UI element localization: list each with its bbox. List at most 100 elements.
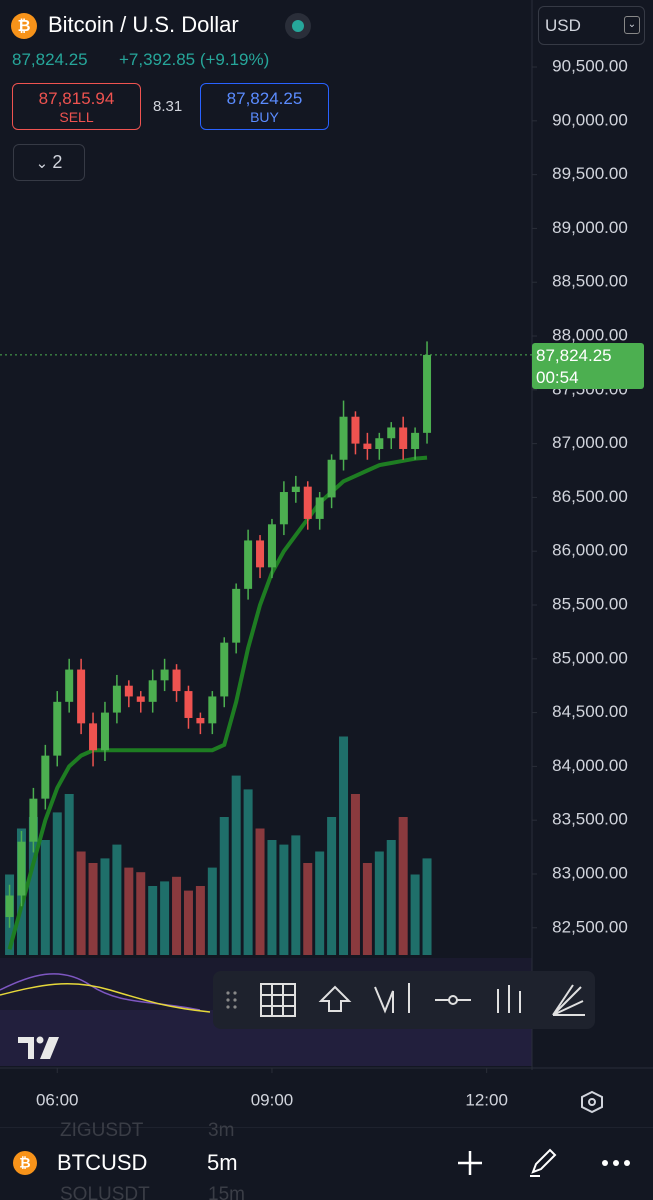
volume-bar bbox=[398, 817, 408, 955]
volume-bar bbox=[76, 851, 86, 955]
candle-body bbox=[160, 669, 169, 681]
volume-bar bbox=[327, 817, 337, 955]
candle-body bbox=[411, 432, 420, 449]
indicators-toggle[interactable]: ⌄ 2 bbox=[13, 144, 85, 181]
sell-label: SELL bbox=[59, 109, 94, 125]
y-tick-label: 83,000.00 bbox=[552, 863, 628, 882]
volume-bar bbox=[386, 840, 396, 955]
arrow-tool[interactable] bbox=[318, 985, 352, 1012]
volume-bar bbox=[172, 876, 182, 955]
bitcoin-icon: ₿ bbox=[11, 13, 37, 39]
volume-bar bbox=[100, 858, 110, 955]
svg-text:₿: ₿ bbox=[19, 1155, 30, 1171]
trailing-stop-line bbox=[7, 455, 428, 950]
y-tick-label: 83,500.00 bbox=[552, 810, 628, 829]
candle-body bbox=[17, 841, 26, 896]
candle-body bbox=[196, 717, 205, 724]
watchlist-interval: 3m bbox=[208, 1120, 235, 1141]
svg-text:₿: ₿ bbox=[17, 17, 30, 35]
candle-body bbox=[65, 669, 74, 702]
y-tick-label: 85,500.00 bbox=[552, 594, 628, 613]
volume-bar bbox=[410, 874, 420, 955]
y-tick-label: 86,000.00 bbox=[552, 541, 628, 560]
candle-body bbox=[136, 696, 145, 702]
candle-body bbox=[29, 798, 38, 842]
more-button[interactable] bbox=[602, 1160, 630, 1166]
candle-body bbox=[89, 723, 98, 751]
watchlist-symbol: ZIGUSDT bbox=[60, 1120, 144, 1141]
candle-body bbox=[244, 540, 253, 589]
candle-body bbox=[291, 486, 300, 493]
volume-bar bbox=[195, 886, 205, 955]
y-tick-label: 87,000.00 bbox=[552, 433, 628, 452]
buy-price: 87,824.25 bbox=[226, 89, 303, 108]
line-tool-dot bbox=[448, 995, 458, 1005]
last-price-value: 87,824.25 bbox=[536, 345, 612, 365]
footer-actions bbox=[458, 1148, 630, 1177]
indicators-count: 2 bbox=[52, 152, 63, 172]
interval[interactable]: 5m bbox=[207, 1150, 238, 1175]
volume-bar bbox=[124, 867, 134, 955]
y-tick-label: 90,500.00 bbox=[552, 57, 628, 76]
volume-bar bbox=[303, 863, 313, 955]
y-tick-label: 84,500.00 bbox=[552, 702, 628, 721]
footer-bitcoin-icon: ₿ bbox=[13, 1151, 37, 1175]
candle-body bbox=[423, 354, 432, 433]
candle-body bbox=[303, 486, 312, 519]
volume-bar bbox=[422, 858, 432, 955]
candle-body bbox=[220, 642, 229, 697]
volume-bar bbox=[28, 817, 38, 955]
candle-body bbox=[41, 755, 50, 799]
volume-bar bbox=[243, 789, 253, 955]
volume-bar bbox=[291, 835, 301, 955]
y-tick-label: 89,500.00 bbox=[552, 164, 628, 183]
volume-bar bbox=[112, 844, 122, 955]
buy-button[interactable]: 87,824.25 BUY bbox=[200, 83, 329, 130]
volume-bar bbox=[350, 794, 360, 955]
candle-body bbox=[184, 691, 193, 718]
volume-bar bbox=[160, 881, 170, 955]
currency: USD bbox=[545, 16, 581, 35]
candle-body bbox=[351, 416, 360, 444]
drag-handle[interactable] bbox=[226, 991, 237, 1009]
volume-bar bbox=[374, 851, 384, 955]
plot-area bbox=[0, 341, 532, 955]
settings-icon[interactable] bbox=[581, 1090, 603, 1114]
y-tick-label: 88,500.00 bbox=[552, 272, 628, 291]
sell-button[interactable]: 87,815.94 SELL bbox=[12, 83, 141, 130]
countdown: 00:54 bbox=[536, 367, 579, 387]
watchlist-symbol: SOLUSDT bbox=[60, 1184, 150, 1200]
candle-body bbox=[363, 443, 372, 449]
candles-tool[interactable] bbox=[497, 985, 521, 1013]
candle-body bbox=[399, 427, 408, 449]
candle-body bbox=[172, 669, 181, 692]
volume-bar bbox=[64, 794, 74, 955]
candle-body bbox=[375, 438, 384, 449]
volume-bar bbox=[315, 851, 325, 955]
x-tick-label: 06:00 bbox=[36, 1090, 79, 1109]
tv-logo bbox=[18, 1036, 59, 1059]
footer: ZIGUSDT 3m SOLUSDT 15m ₿ BTCUSD 5m bbox=[0, 1120, 653, 1200]
currency-selector[interactable]: USD ⌄ bbox=[538, 6, 645, 45]
path-tool[interactable] bbox=[374, 983, 410, 1014]
add-button[interactable] bbox=[458, 1151, 482, 1175]
volume-bar bbox=[136, 872, 146, 955]
fib-tool[interactable] bbox=[552, 984, 585, 1016]
volume-bar bbox=[148, 886, 158, 955]
symbol[interactable]: BTCUSD bbox=[57, 1150, 148, 1175]
grid-tool[interactable] bbox=[260, 983, 296, 1017]
candle-body bbox=[5, 895, 14, 918]
draw-button[interactable] bbox=[530, 1148, 557, 1177]
volume-bar bbox=[183, 890, 193, 955]
sell-price: 87,815.94 bbox=[38, 89, 115, 108]
candle-body bbox=[339, 416, 348, 460]
volume-bar bbox=[88, 863, 98, 955]
market-status[interactable] bbox=[284, 12, 312, 40]
volume-bar bbox=[40, 840, 50, 955]
volume-bar bbox=[362, 863, 372, 955]
price-change: +7,392.85 (+9.19%) bbox=[119, 50, 270, 69]
buy-label: BUY bbox=[250, 109, 279, 125]
candle-body bbox=[208, 696, 217, 724]
spread: 8.31 bbox=[153, 98, 183, 115]
y-tick-label: 88,000.00 bbox=[552, 325, 628, 344]
